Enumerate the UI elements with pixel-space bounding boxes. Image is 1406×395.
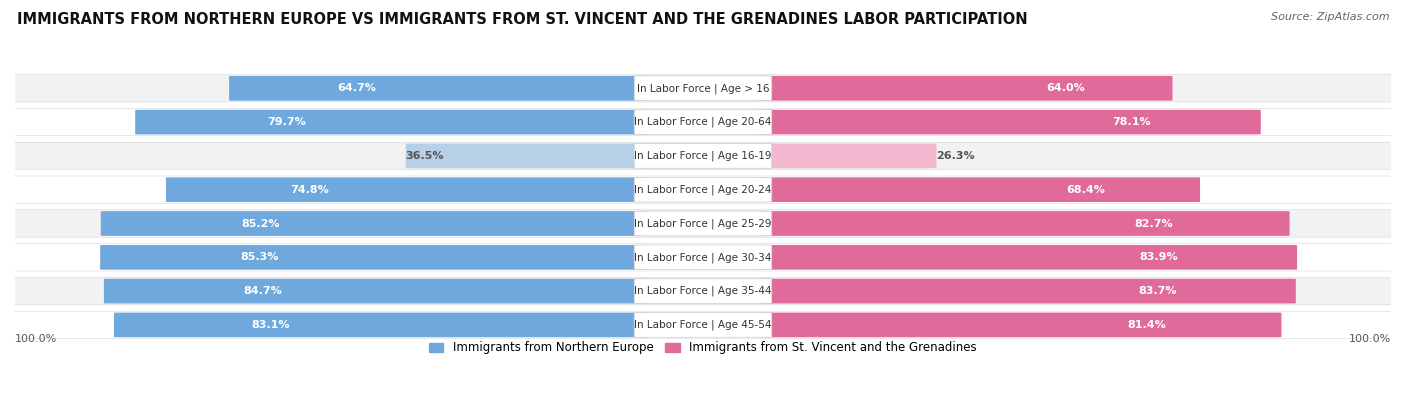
FancyBboxPatch shape — [114, 312, 648, 337]
Text: 68.4%: 68.4% — [1067, 185, 1105, 195]
FancyBboxPatch shape — [758, 312, 1281, 337]
FancyBboxPatch shape — [166, 177, 648, 202]
Text: In Labor Force | Age 20-24: In Labor Force | Age 20-24 — [634, 184, 772, 195]
Text: In Labor Force | Age 35-44: In Labor Force | Age 35-44 — [634, 286, 772, 296]
FancyBboxPatch shape — [758, 76, 1173, 101]
FancyBboxPatch shape — [104, 279, 648, 303]
FancyBboxPatch shape — [634, 177, 772, 202]
FancyBboxPatch shape — [8, 277, 1398, 305]
FancyBboxPatch shape — [229, 76, 648, 101]
FancyBboxPatch shape — [8, 311, 1398, 339]
Text: 74.8%: 74.8% — [290, 185, 329, 195]
Text: IMMIGRANTS FROM NORTHERN EUROPE VS IMMIGRANTS FROM ST. VINCENT AND THE GRENADINE: IMMIGRANTS FROM NORTHERN EUROPE VS IMMIG… — [17, 12, 1028, 27]
Text: 84.7%: 84.7% — [243, 286, 283, 296]
Text: 83.1%: 83.1% — [250, 320, 290, 330]
Text: In Labor Force | Age 30-34: In Labor Force | Age 30-34 — [634, 252, 772, 263]
FancyBboxPatch shape — [758, 177, 1201, 202]
Text: 100.0%: 100.0% — [15, 334, 58, 344]
FancyBboxPatch shape — [135, 110, 648, 134]
Text: 81.4%: 81.4% — [1128, 320, 1167, 330]
Text: Source: ZipAtlas.com: Source: ZipAtlas.com — [1271, 12, 1389, 22]
Legend: Immigrants from Northern Europe, Immigrants from St. Vincent and the Grenadines: Immigrants from Northern Europe, Immigra… — [425, 337, 981, 359]
Text: 85.3%: 85.3% — [240, 252, 278, 262]
Text: In Labor Force | Age 16-19: In Labor Force | Age 16-19 — [634, 150, 772, 161]
FancyBboxPatch shape — [634, 143, 772, 168]
Text: 79.7%: 79.7% — [267, 117, 305, 127]
FancyBboxPatch shape — [758, 143, 936, 168]
Text: In Labor Force | Age > 16: In Labor Force | Age > 16 — [637, 83, 769, 94]
FancyBboxPatch shape — [406, 143, 648, 168]
FancyBboxPatch shape — [634, 312, 772, 337]
FancyBboxPatch shape — [634, 110, 772, 134]
FancyBboxPatch shape — [758, 110, 1261, 134]
Text: 83.9%: 83.9% — [1140, 252, 1178, 262]
FancyBboxPatch shape — [758, 279, 1296, 303]
FancyBboxPatch shape — [100, 245, 648, 270]
Text: 83.7%: 83.7% — [1139, 286, 1177, 296]
Text: 36.5%: 36.5% — [406, 151, 444, 161]
FancyBboxPatch shape — [634, 245, 772, 270]
FancyBboxPatch shape — [634, 211, 772, 236]
FancyBboxPatch shape — [8, 176, 1398, 203]
FancyBboxPatch shape — [634, 279, 772, 303]
FancyBboxPatch shape — [8, 75, 1398, 102]
Text: 100.0%: 100.0% — [1348, 334, 1391, 344]
FancyBboxPatch shape — [634, 76, 772, 101]
FancyBboxPatch shape — [758, 211, 1289, 236]
FancyBboxPatch shape — [8, 108, 1398, 136]
FancyBboxPatch shape — [8, 244, 1398, 271]
Text: In Labor Force | Age 25-29: In Labor Force | Age 25-29 — [634, 218, 772, 229]
Text: 26.3%: 26.3% — [936, 151, 976, 161]
FancyBboxPatch shape — [8, 142, 1398, 169]
Text: 82.7%: 82.7% — [1133, 218, 1173, 229]
Text: 78.1%: 78.1% — [1112, 117, 1152, 127]
Text: 64.0%: 64.0% — [1046, 83, 1085, 93]
FancyBboxPatch shape — [8, 210, 1398, 237]
FancyBboxPatch shape — [758, 245, 1298, 270]
FancyBboxPatch shape — [101, 211, 648, 236]
Text: In Labor Force | Age 20-64: In Labor Force | Age 20-64 — [634, 117, 772, 127]
Text: 85.2%: 85.2% — [240, 218, 280, 229]
Text: In Labor Force | Age 45-54: In Labor Force | Age 45-54 — [634, 320, 772, 330]
Text: 64.7%: 64.7% — [337, 83, 377, 93]
